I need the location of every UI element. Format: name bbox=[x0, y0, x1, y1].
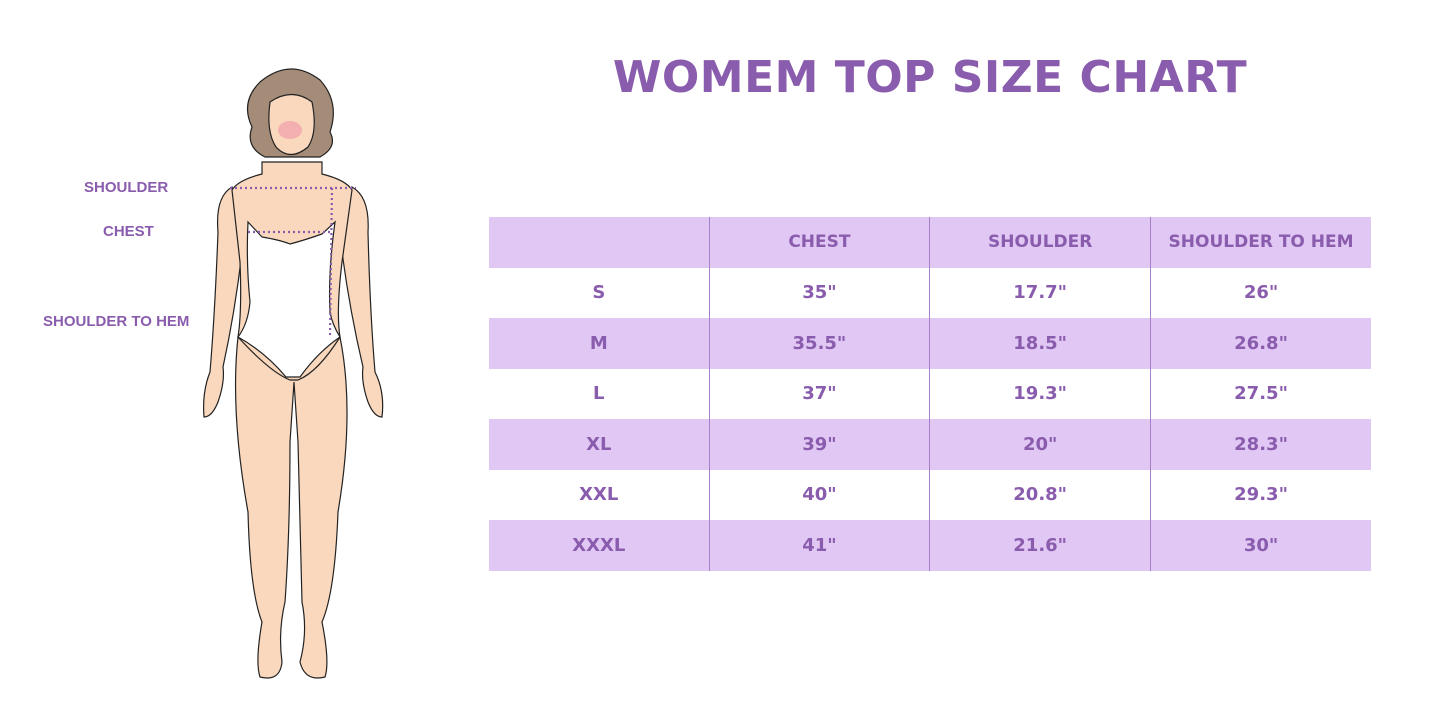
size-cell: S bbox=[592, 282, 606, 304]
chest-label: CHEST bbox=[103, 223, 154, 240]
table-row: XXXL 41" 21.6" 30" bbox=[489, 520, 1371, 571]
size-cell: XL bbox=[586, 433, 612, 455]
size-cell: XXL bbox=[579, 484, 619, 506]
legs bbox=[234, 336, 348, 679]
hem-cell: 29.3" bbox=[1150, 469, 1371, 520]
hem-cell: 28.3" bbox=[1150, 419, 1371, 470]
chest-cell: 41" bbox=[708, 520, 930, 571]
shoulder-cell: 17.7" bbox=[929, 267, 1151, 318]
chest-cell: 40" bbox=[708, 469, 930, 520]
size-table: CHEST SHOULDER SHOULDER TO HEM S 35" 17.… bbox=[489, 217, 1371, 571]
table-row: M 35.5" 18.5" 26.8" bbox=[489, 318, 1371, 369]
shoulder-cell: 21.6" bbox=[929, 520, 1151, 571]
chest-cell: 39" bbox=[708, 419, 930, 470]
shoulder-label: SHOULDER bbox=[84, 179, 169, 196]
shoulder-cell: 19.3" bbox=[929, 368, 1151, 419]
hem-cell: 26.8" bbox=[1150, 318, 1371, 369]
chest-cell: 35" bbox=[708, 267, 930, 318]
hem-cell: 26" bbox=[1150, 267, 1371, 318]
size-cell: M bbox=[589, 332, 608, 354]
table-header-row: CHEST SHOULDER SHOULDER TO HEM bbox=[489, 217, 1371, 268]
table-row: L 37" 19.3" 27.5" bbox=[489, 368, 1371, 419]
header-size bbox=[489, 217, 709, 268]
shoulder-cell: 18.5" bbox=[929, 318, 1151, 369]
table-row: S 35" 17.7" 26" bbox=[489, 267, 1371, 318]
header-shoulder-to-hem: SHOULDER TO HEM bbox=[1150, 217, 1371, 268]
hem-cell: 30" bbox=[1150, 520, 1371, 571]
size-cell: L bbox=[593, 383, 605, 405]
arms bbox=[203, 186, 384, 418]
bodysuit bbox=[237, 220, 341, 378]
header-shoulder: SHOULDER bbox=[929, 217, 1151, 268]
woman-figure-illustration bbox=[203, 68, 384, 679]
chest-cell: 37" bbox=[708, 368, 930, 419]
shoulder-cell: 20" bbox=[929, 419, 1151, 470]
size-cell: XXXL bbox=[572, 534, 626, 556]
shoulder-cell: 20.8" bbox=[929, 469, 1151, 520]
chest-cell: 35.5" bbox=[708, 318, 930, 369]
shoulder-to-hem-label: SHOULDER TO HEM bbox=[43, 313, 190, 330]
table-row: XL 39" 20" 28.3" bbox=[489, 419, 1371, 470]
table-row: XXL 40" 20.8" 29.3" bbox=[489, 469, 1371, 520]
hem-cell: 27.5" bbox=[1150, 368, 1371, 419]
header-chest: CHEST bbox=[708, 217, 930, 268]
page-title: WOMEM TOP SIZE CHART bbox=[612, 52, 1248, 103]
